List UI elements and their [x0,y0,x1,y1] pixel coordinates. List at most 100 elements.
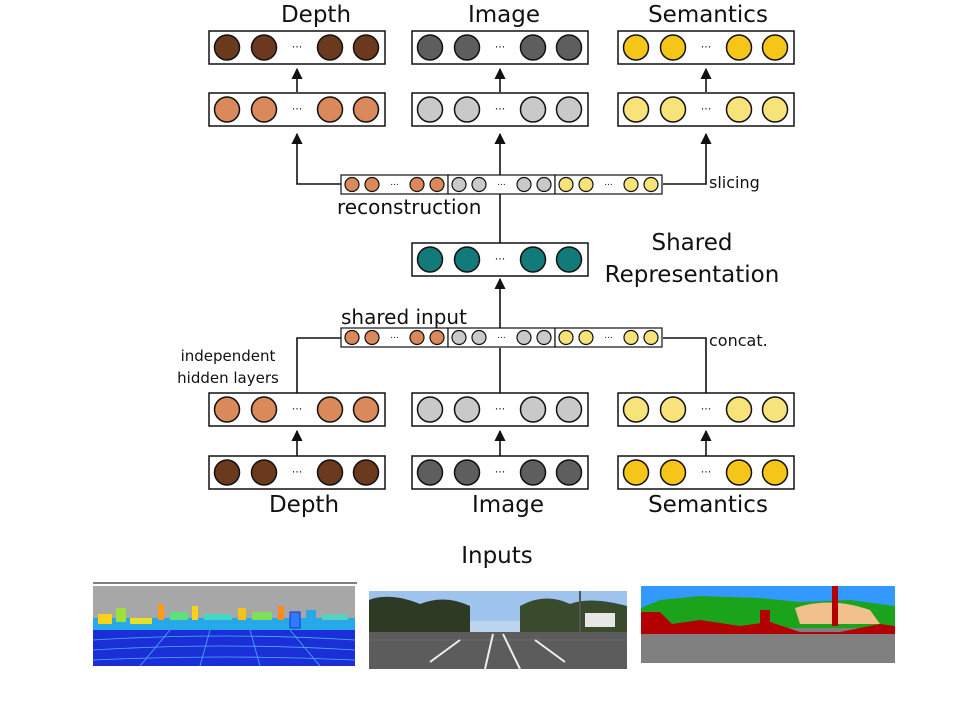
output-depth-layer: ··· [208,30,386,65]
ellipsis: ··· [604,334,613,344]
neuron [519,96,547,123]
neuron [316,96,344,123]
neuron [659,396,687,423]
neuron [364,329,380,346]
neuron [316,34,344,61]
neuron [536,329,552,346]
neuron [659,34,687,61]
neuron [409,329,425,346]
neuron [416,34,444,61]
hidden-semantics-layer: ··· [617,392,795,427]
neuron [213,34,241,61]
neuron [250,96,278,123]
depth-map-thumbnail [92,582,357,667]
top-depth-label: Depth [281,2,351,28]
neuron [761,96,789,123]
neuron [416,246,444,273]
shared-rep-label-line2: Representation [605,262,780,288]
reconstruction-label: reconstruction [337,195,481,219]
neuron [213,396,241,423]
ellipsis: ··· [292,103,303,116]
neuron [429,176,445,193]
layers: ··· ··· ······ ··· ······ ··· ········· ··· ····… [208,30,795,490]
neuron [213,459,241,486]
output-image-layer: ··· [411,30,589,65]
reconstruction-layer: ··· ··· ··· [340,174,663,195]
neuron [536,176,552,193]
neuron [516,329,532,346]
ellipsis: ··· [701,466,712,479]
slice-line-sem [663,132,712,185]
neuron [578,176,594,193]
neuron [623,176,639,193]
inputs-label: Inputs [461,543,533,569]
neuron [453,459,481,486]
neuron [344,176,360,193]
neuron [213,96,241,123]
ellipsis: ··· [701,41,712,54]
output-semantics-layer: ··· [617,30,795,65]
input-semantics-layer: ··· [617,455,795,490]
neuron [725,34,753,61]
ellipsis: ··· [292,41,303,54]
neuron [555,396,583,423]
ellipsis: ··· [701,403,712,416]
ellipsis: ··· [495,466,506,479]
neuron [578,329,594,346]
neuron [453,34,481,61]
neuron [416,396,444,423]
ellipsis: ··· [497,334,506,344]
neuron [555,459,583,486]
slicing-label: slicing [709,173,760,192]
hidden-image-layer: ··· [411,392,589,427]
neuron [725,96,753,123]
neuron [558,176,574,193]
hidden-depth-layer: ··· [208,392,386,427]
neuron [555,96,583,123]
neuron [519,34,547,61]
neuron [725,459,753,486]
neuron [352,96,380,123]
neuron [622,396,650,423]
ellipsis: ··· [701,103,712,116]
top-semantics-label: Semantics [648,2,768,28]
ellipsis: ··· [390,181,399,191]
neuron [643,329,659,346]
ellipsis: ··· [292,466,303,479]
neuron [344,329,360,346]
neuron [471,176,487,193]
neuron [453,246,481,273]
bottom-depth-label: Depth [269,492,339,518]
shared-input-label: shared input [341,305,467,329]
shared-rep-label-line1: Shared [652,230,733,256]
neuron [471,329,487,346]
ellipsis: ··· [390,334,399,344]
ellipsis: ··· [497,181,506,191]
neuron [352,459,380,486]
neuron [519,396,547,423]
bottom-semantics-label: Semantics [648,492,768,518]
concat-line-sem [663,337,707,393]
concat-label: concat. [709,331,768,350]
ellipsis: ··· [604,181,613,191]
neuron [558,329,574,346]
shared-representation-layer: ··· [411,242,589,277]
slice-line-depth [291,132,343,185]
concat-line-depth [296,337,343,393]
neuron [555,246,583,273]
neuron [555,34,583,61]
decoder-depth-layer: ··· [208,92,386,127]
independent-label-line1: independent [181,347,276,365]
neuron [659,96,687,123]
neuron [519,246,547,273]
neuron [316,396,344,423]
neuron [643,176,659,193]
neuron [453,96,481,123]
shared-input-layer: ··· ··· ··· [340,327,663,348]
neuron [453,396,481,423]
street-photo-thumbnail [369,591,627,670]
neuron [761,396,789,423]
connectors [291,67,712,456]
neuron [659,459,687,486]
